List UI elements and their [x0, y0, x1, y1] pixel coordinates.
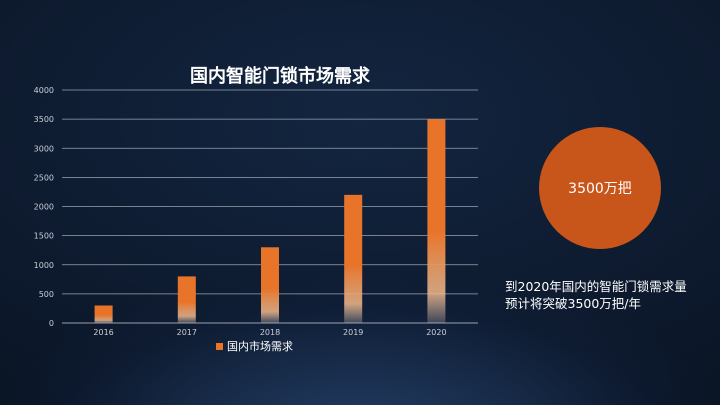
y-tick-label: 500: [39, 290, 54, 299]
x-axis-ticks: 2016 2017 2018 2019 2020: [93, 328, 446, 337]
x-tick-label: 2017: [177, 328, 197, 337]
callout-text-line-2: 预计将突破3500万把/年: [505, 296, 642, 311]
legend-swatch: [216, 342, 223, 350]
y-tick-label: 4000: [34, 86, 54, 95]
bar-2018: [261, 247, 279, 323]
callout-circle: 3500万把: [539, 127, 661, 249]
callout-text: 到2020年国内的智能门锁需求量 预计将突破3500万把/年: [505, 278, 715, 312]
bar-2020: [427, 119, 446, 323]
callout-circle-label: 3500万把: [568, 181, 632, 197]
legend-label: 国内市场需求: [227, 340, 293, 353]
chart-bars: [94, 119, 446, 323]
x-tick-label: 2019: [343, 328, 363, 337]
chart-legend: 国内市场需求: [216, 338, 293, 354]
y-tick-label: 1000: [34, 261, 54, 270]
x-tick-label: 2018: [260, 328, 280, 337]
x-tick-label: 2020: [426, 328, 446, 337]
callout-text-line-1: 到2020年国内的智能门锁需求量: [505, 279, 687, 294]
y-tick-label: 1500: [34, 232, 54, 241]
bar-2017: [177, 276, 196, 323]
x-tick-label: 2016: [93, 328, 113, 337]
chart-title: 国内智能门锁市场需求: [190, 66, 370, 87]
y-tick-label: 2000: [34, 203, 54, 212]
y-tick-label: 3500: [34, 115, 54, 124]
y-tick-label: 0: [49, 319, 54, 328]
bar-2019: [344, 194, 363, 323]
y-tick-label: 2500: [34, 173, 54, 182]
bar-2016: [94, 305, 113, 323]
y-tick-label: 3000: [34, 144, 54, 153]
y-axis-ticks: 0 500 1000 1500 2000 2500 3000 3500 4000: [34, 86, 54, 328]
